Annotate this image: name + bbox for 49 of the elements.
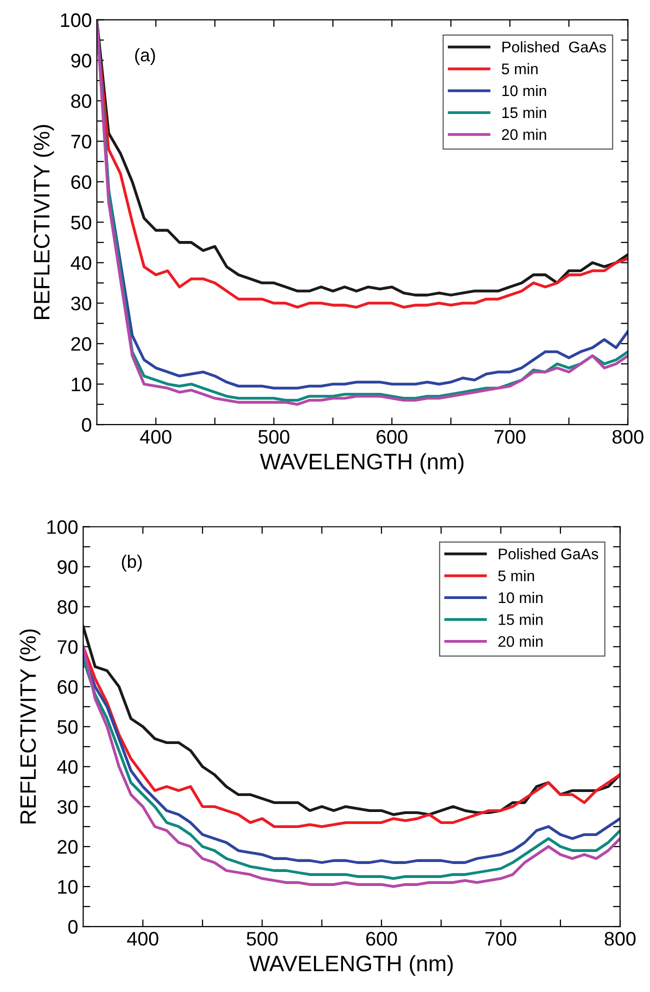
y-tick-label: 60	[71, 175, 92, 189]
legend-label: 10 min	[498, 592, 543, 604]
legend-label: 5 min	[502, 63, 538, 74]
y-axis-title: REFLECTIVITY (%)	[20, 629, 40, 824]
x-tick-label: 600	[366, 932, 397, 946]
y-tick-label: 30	[57, 800, 78, 814]
y-tick-label: 20	[58, 840, 78, 854]
y-tick-label: 100	[47, 520, 78, 534]
y-tick-label: 70	[58, 640, 78, 654]
y-tick-label: 40	[70, 256, 92, 270]
line-series	[83, 645, 620, 828]
annotation: (b)	[122, 554, 142, 572]
y-tick-label: 70	[71, 134, 92, 148]
y-tick-label: 30	[71, 296, 92, 310]
x-tick-label: 400	[127, 932, 158, 946]
y-tick-label: 0	[82, 418, 92, 432]
y-tick-label: 50	[71, 216, 92, 230]
x-tick-label: 700	[486, 932, 516, 946]
y-tick-label: 90	[71, 54, 92, 68]
y-tick-label: 80	[71, 94, 92, 108]
x-tick-label: 800	[604, 932, 636, 946]
y-tick-label: 10	[58, 880, 78, 894]
legend-label: 15 min	[498, 614, 543, 626]
legend-label: Polished GaAs	[502, 41, 606, 52]
y-tick-label: 40	[57, 760, 78, 774]
y-tick-label: 80	[58, 600, 78, 614]
annotation: (a)	[135, 48, 155, 65]
legend-label: 20 min	[502, 128, 546, 140]
y-tick-label: 100	[61, 13, 92, 28]
x-axis-title: WAVELENGTH (nm)	[249, 955, 453, 976]
y-axis-title: REFLECTIVITY (%)	[33, 125, 54, 319]
x-tick-label: 500	[246, 932, 278, 946]
y-tick-label: 50	[57, 720, 78, 734]
x-tick-label: 700	[494, 430, 526, 444]
x-tick-label: 500	[258, 430, 290, 444]
x-tick-label: 400	[140, 430, 172, 444]
y-tick-label: 20	[71, 337, 92, 351]
x-tick-label: 800	[612, 430, 644, 444]
x-tick-label: 600	[376, 430, 408, 444]
y-tick-label: 10	[72, 378, 92, 392]
y-tick-label: 60	[58, 680, 78, 694]
legend-label: Polished GaAs	[498, 548, 598, 560]
legend-label: 20 min	[498, 636, 543, 647]
legend-label: 5 min	[498, 570, 534, 582]
y-tick-label: 90	[58, 560, 78, 574]
legend-label: 10 min	[502, 84, 546, 96]
y-tick-label: 0	[68, 920, 78, 934]
x-axis-title: WAVELENGTH (nm)	[260, 453, 464, 474]
legend-label: 15 min	[502, 106, 546, 118]
